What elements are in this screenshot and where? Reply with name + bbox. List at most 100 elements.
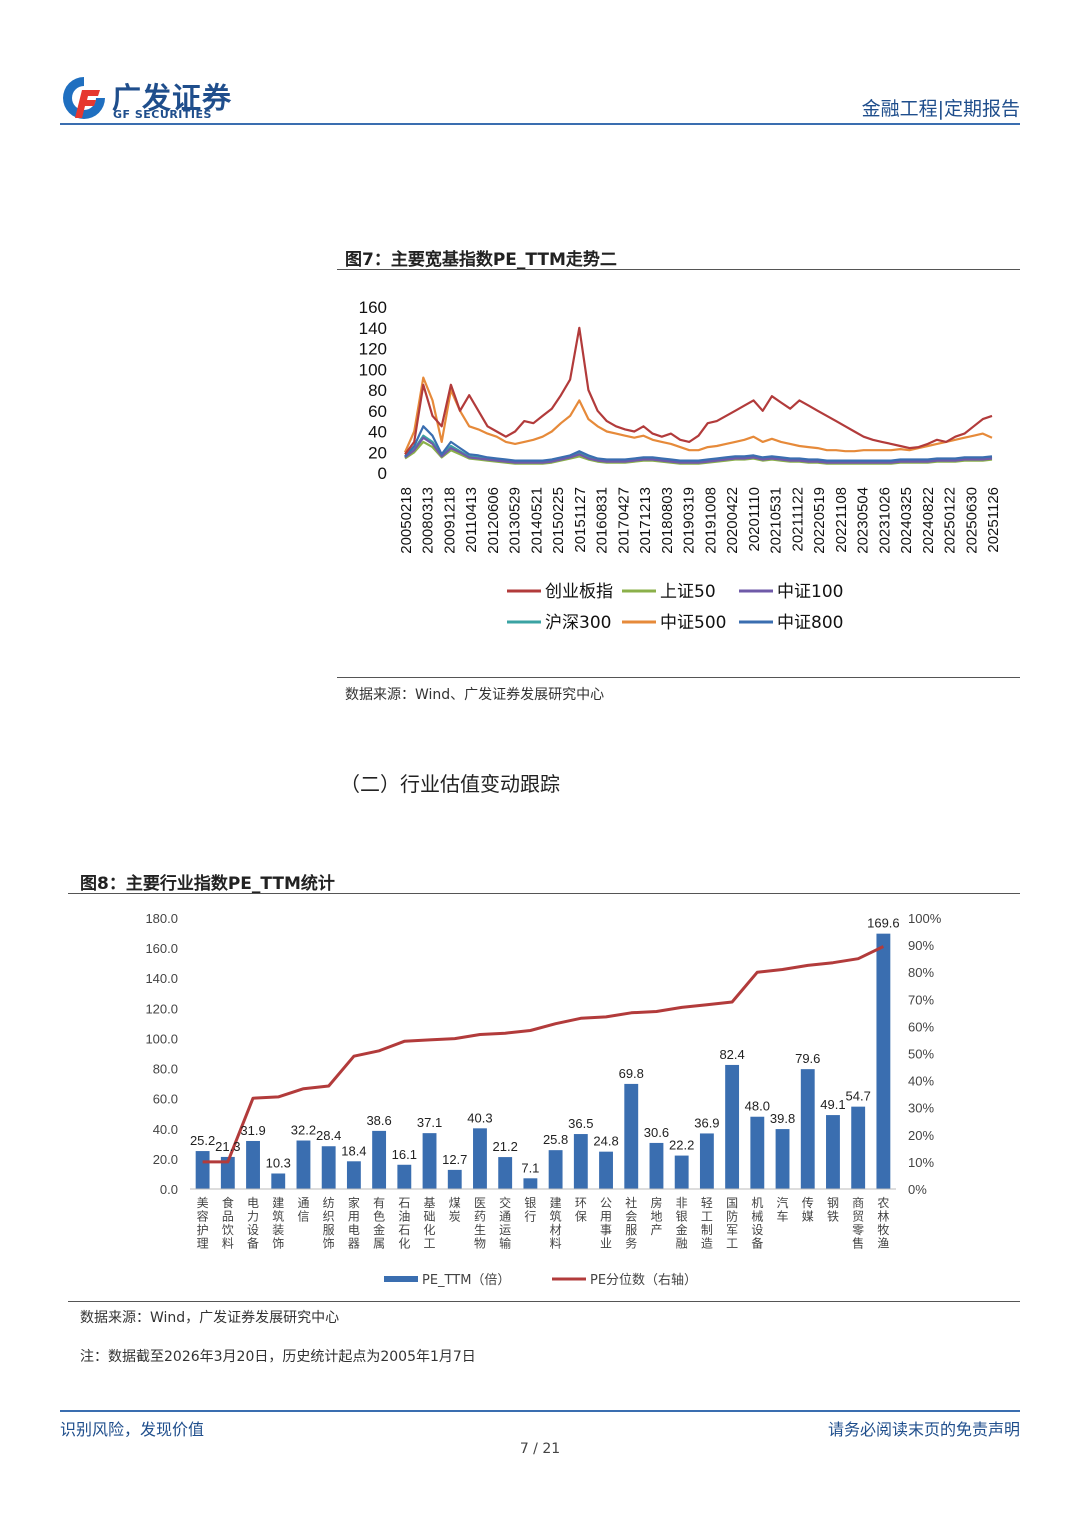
bar [800,1069,815,1189]
category-label: 汽车 [777,1195,789,1224]
x-tick-label: 20240822 [920,487,937,554]
bar-data-label: 30.6 [644,1125,669,1140]
x-tick-label: 20191008 [702,487,719,554]
figure8-title: 图8：主要行业指数PE_TTM统计 [80,874,335,894]
footer-disclaimer: 请务必阅读末页的免责声明 [827,1420,1020,1439]
y-tick-label: 100 [359,360,387,379]
y-tick-label: 60 [368,402,387,421]
bar-data-label: 40.3 [467,1110,492,1125]
category-label: 商贸零售 [852,1195,864,1251]
series-line [403,376,993,453]
bar-data-label: 32.2 [291,1123,316,1138]
x-tick-label: 20200422 [724,487,741,554]
y-right-tick-label: 20% [908,1128,934,1143]
bar [447,1169,462,1189]
y-left-tick-label: 60.0 [153,1092,178,1107]
x-tick-label: 20190319 [681,487,698,554]
legend-label: 中证800 [777,613,843,633]
y-left-tick-label: 20.0 [153,1152,178,1167]
bar [851,1106,866,1189]
figure7-title: 图7：主要宽基指数PE_TTM走势二 [345,250,617,270]
y-right-tick-label: 100% [908,911,942,926]
bar [246,1140,260,1189]
bar [725,1064,740,1189]
bar-data-label: 31.9 [240,1123,265,1138]
bar-data-label: 18.4 [341,1143,366,1158]
category-label: 轻工制造 [701,1196,713,1251]
legend-label: PE_TTM（倍） [422,1273,510,1288]
bar-data-label: 39.8 [770,1111,795,1126]
category-label: 房地产 [650,1195,662,1237]
gf-logo-icon [63,77,105,119]
category-label: 非银金融 [676,1196,688,1251]
y-right-tick-label: 10% [908,1155,934,1170]
x-tick-label: 20140521 [528,487,545,554]
bar [599,1151,613,1189]
bar-data-label: 21.3 [215,1139,240,1154]
x-tick-label: 20211122 [789,487,806,552]
section-heading: （二）行业估值变动跟踪 [340,772,560,796]
brand-name-cn: 广发证券 [112,81,233,115]
bar [220,1156,235,1189]
x-tick-label: 20221108 [833,487,850,553]
category-label: 纺织服饰 [323,1196,335,1251]
footer-divider [60,1410,1020,1412]
y-right-tick-label: 60% [908,1019,934,1034]
x-tick-label: 20110413 [463,487,480,553]
bar-data-label: 82.4 [719,1047,744,1062]
bar-data-label: 24.8 [593,1134,618,1149]
bar [750,1116,765,1189]
x-tick-label: 20120606 [485,487,502,554]
x-tick-label: 20151127 [572,487,589,553]
bar-data-label: 7.1 [521,1160,539,1175]
bar [624,1083,639,1189]
y-tick-label: 40 [368,423,387,442]
bar-data-label: 54.7 [846,1089,871,1104]
x-tick-label: 20130529 [507,487,524,554]
category-label: 食品饮料 [222,1195,234,1251]
category-label: 国防军工 [726,1196,738,1251]
category-label: 建筑材料 [550,1196,562,1251]
y-right-tick-label: 70% [908,992,934,1007]
bar-data-label: 10.3 [266,1155,291,1170]
bar [271,1173,286,1189]
legend-swatch [384,1276,418,1282]
percentile-line [202,945,885,1164]
category-label: 有色金属 [373,1196,385,1251]
y-left-tick-label: 0.0 [160,1182,178,1197]
category-label: 电力设备 [247,1196,259,1251]
bar [498,1157,513,1189]
bar-data-label: 79.6 [795,1051,820,1066]
category-label: 交通运输 [499,1195,511,1251]
y-right-tick-label: 80% [908,965,934,980]
category-label: 农林牧渔 [877,1196,889,1251]
x-tick-label: 20251126 [985,487,1002,553]
category-label: 建筑装饰 [272,1196,284,1251]
figure7-top-rule [337,269,1020,270]
brand-name-en: GF SECURITIES [113,108,212,121]
legend-label: 中证500 [660,613,726,633]
bar-data-label: 25.2 [190,1133,215,1148]
bar [195,1151,210,1189]
bar [775,1129,790,1189]
y-left-tick-label: 80.0 [153,1062,178,1077]
category-label: 石油石化 [398,1196,410,1251]
bar-data-label: 28.4 [316,1128,341,1143]
bar [346,1161,361,1189]
category-label: 银行 [524,1196,536,1224]
bar [674,1155,689,1189]
legend-label: 沪深300 [545,613,611,633]
bar [321,1146,336,1189]
category-label: 机械设备 [751,1196,763,1251]
y-tick-label: 120 [359,340,387,359]
bar [296,1140,311,1189]
bar [523,1178,538,1189]
x-tick-label: 20091218 [441,487,458,554]
category-label: 传媒 [802,1195,814,1224]
y-tick-label: 160 [359,298,387,317]
legend-label: PE分位数（右轴） [590,1273,697,1288]
category-label: 通信 [297,1196,309,1224]
x-tick-label: 20050218 [398,487,415,554]
bar [573,1134,588,1189]
legend-label: 上证50 [660,582,716,602]
